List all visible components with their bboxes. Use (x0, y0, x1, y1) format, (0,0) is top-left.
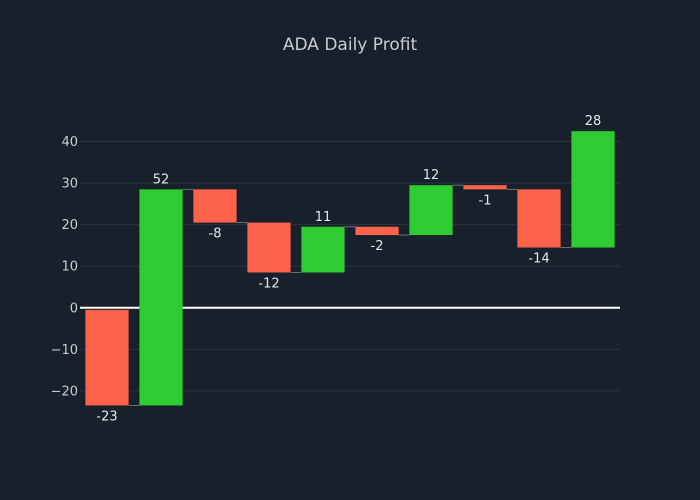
value-label: 28 (585, 114, 602, 129)
increase-bar (571, 131, 615, 248)
y-tick-label: 0 (70, 301, 78, 316)
decrease-bar (85, 309, 129, 406)
y-axis: −20 −10 0 10 20 30 40 (51, 135, 78, 399)
y-tick-label: −20 (51, 384, 78, 399)
value-label: 11 (315, 210, 332, 225)
decrease-bar (247, 222, 291, 273)
value-label: -12 (258, 276, 279, 291)
decrease-bar (463, 185, 507, 190)
value-label: 52 (153, 172, 170, 187)
value-label: -14 (528, 252, 549, 267)
y-tick-label: −10 (51, 343, 78, 358)
decrease-bar (355, 226, 399, 236)
increase-bar (301, 226, 345, 273)
increase-bar (139, 189, 183, 406)
value-label: -1 (479, 193, 492, 208)
connectors (128, 184, 572, 406)
y-tick-label: 40 (61, 135, 78, 150)
increase-bar (409, 185, 453, 236)
y-tick-label: 20 (61, 218, 78, 233)
value-label: -23 (96, 409, 117, 424)
chart-title: ADA Daily Profit (283, 35, 418, 55)
decrease-bar (517, 189, 561, 248)
value-labels: -23 52 -8 -12 11 -2 12 -1 -14 28 (96, 114, 601, 424)
value-label: -2 (371, 239, 384, 254)
decrease-bar (193, 189, 237, 223)
value-label: 12 (423, 168, 440, 183)
y-tick-label: 10 (61, 260, 78, 275)
value-label: -8 (209, 227, 222, 242)
bars (85, 131, 615, 406)
y-tick-label: 30 (61, 177, 78, 192)
